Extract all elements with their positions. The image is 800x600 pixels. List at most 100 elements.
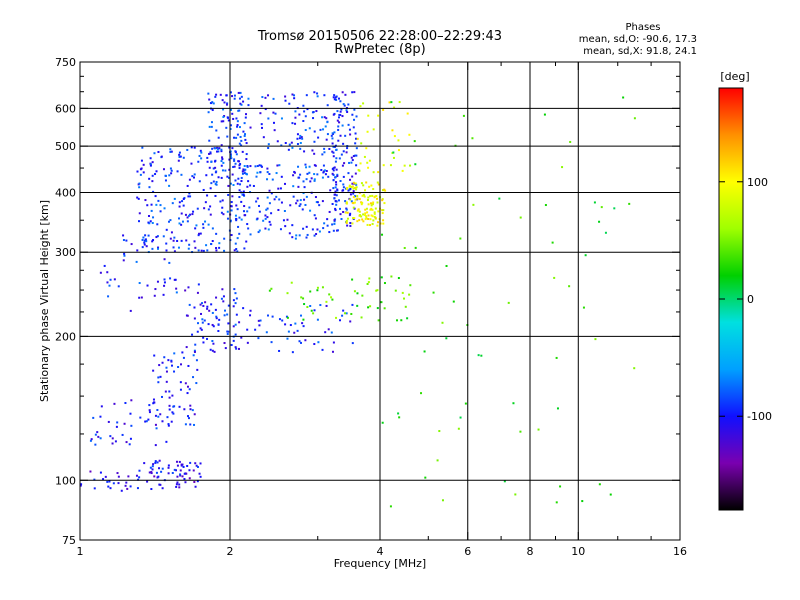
data-point [138,186,141,189]
data-point [93,478,96,481]
data-point [226,210,229,213]
data-point [162,235,165,238]
data-point [202,188,205,191]
data-point [326,224,329,227]
data-point [161,420,164,423]
data-point [359,162,362,165]
data-point [294,237,297,240]
data-point [343,162,346,165]
data-point [296,199,299,202]
data-point [298,176,301,179]
data-point [264,217,267,220]
data-point [202,249,205,252]
data-point [203,319,206,322]
data-point [296,329,299,332]
data-point [249,184,252,187]
data-point [364,218,367,221]
x-tick-labels: 1 2 4 6 8 10 16 [77,545,688,558]
data-point [226,332,229,335]
data-point [235,297,238,300]
data-point [218,318,221,321]
data-point [365,215,368,218]
data-point [441,499,444,502]
data-point [352,196,355,199]
data-point [127,475,130,478]
data-point [344,211,347,214]
data-point [223,237,226,240]
data-point [241,150,244,153]
data-point [383,282,386,285]
data-point [291,351,294,354]
data-point [354,195,357,198]
data-point [208,125,211,128]
data-point [334,209,337,212]
data-point [189,461,192,464]
data-point [296,137,299,140]
data-point [345,202,348,205]
data-point [266,207,269,210]
data-point [171,202,174,205]
data-point [351,159,354,162]
data-point [153,475,156,478]
data-point [304,203,307,206]
data-point [305,236,308,239]
chart-subtitle: RwPretec (8p) [334,42,425,57]
data-point [211,340,214,343]
data-point [220,150,223,153]
data-point [192,469,195,472]
data-point [257,337,260,340]
data-point [181,200,184,203]
data-point [340,153,343,156]
data-point [344,134,347,137]
data-point [191,409,194,412]
data-point [196,207,199,210]
data-point [114,440,117,443]
data-point [238,142,241,145]
data-point [423,350,426,353]
data-point [220,120,223,123]
data-point [480,354,483,357]
data-point [294,122,297,125]
colorbar-tick-label: 0 [747,293,754,306]
data-point [151,180,154,183]
data-point [381,209,384,212]
data-point [284,323,287,326]
data-point [338,113,341,116]
data-point [331,167,334,170]
data-point [194,246,197,249]
data-point [200,312,203,315]
data-point [145,245,148,248]
data-point [230,205,233,208]
data-point [498,197,501,200]
data-point [123,252,126,255]
data-point [147,221,150,224]
data-point [247,227,250,230]
data-point [313,91,316,94]
data-point [349,320,352,323]
data-point [230,108,233,111]
data-point [246,341,249,344]
data-point [183,196,186,199]
data-point [366,211,369,214]
data-point [216,150,219,153]
data-point [150,209,153,212]
data-point [327,328,330,331]
data-point [337,116,340,119]
data-point [130,399,133,402]
data-point [331,298,334,301]
data-point [204,201,207,204]
data-point [345,207,348,210]
data-point [313,234,316,237]
data-point [364,208,367,211]
data-point [397,139,400,142]
data-point [154,444,157,447]
data-point [277,208,280,211]
data-point [248,206,251,209]
data-point [333,197,336,200]
data-point [117,285,120,288]
data-point [243,214,246,217]
data-point [369,224,372,227]
data-point [126,487,129,490]
data-point [356,137,359,140]
